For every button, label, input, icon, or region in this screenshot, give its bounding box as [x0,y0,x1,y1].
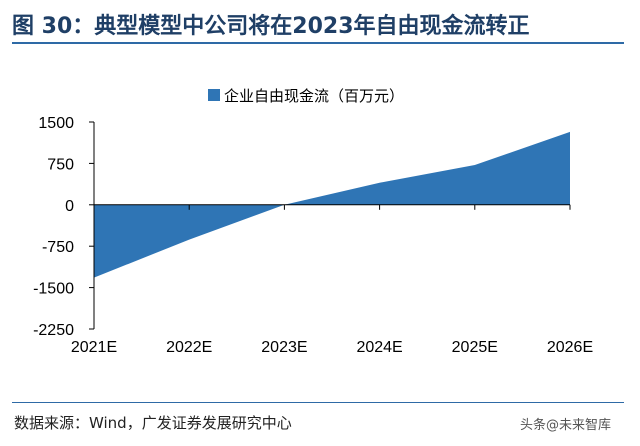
y-tick-label: -750 [42,239,74,256]
figure-header: 图 30：典型模型中公司将在2023年自由现金流转正 [0,0,640,44]
x-tick-label: 2025E [452,339,498,356]
legend-swatch [208,89,220,101]
y-tick-label: 0 [65,198,74,215]
y-tick-label: 750 [47,156,74,173]
legend-label: 企业自由现金流（百万元） [224,87,404,105]
y-tick-label: -2250 [33,322,74,339]
x-tick-label: 2026E [547,339,593,356]
x-tick-label: 2023E [261,339,307,356]
y-tick-label: 1500 [38,115,74,132]
x-tick-label: 2024E [356,339,402,356]
source-note: 数据来源：Wind，广发证券发展研究中心 [14,414,292,432]
x-tick-label: 2021E [71,339,117,356]
source-rule [12,402,624,403]
watermark-text: 头条@未来智库 [520,418,612,433]
title-rule [12,42,624,44]
y-tick-label: -1500 [33,281,74,298]
figure-title: 图 30：典型模型中公司将在2023年自由现金流转正 [12,14,530,39]
x-tick-label: 2022E [166,339,212,356]
